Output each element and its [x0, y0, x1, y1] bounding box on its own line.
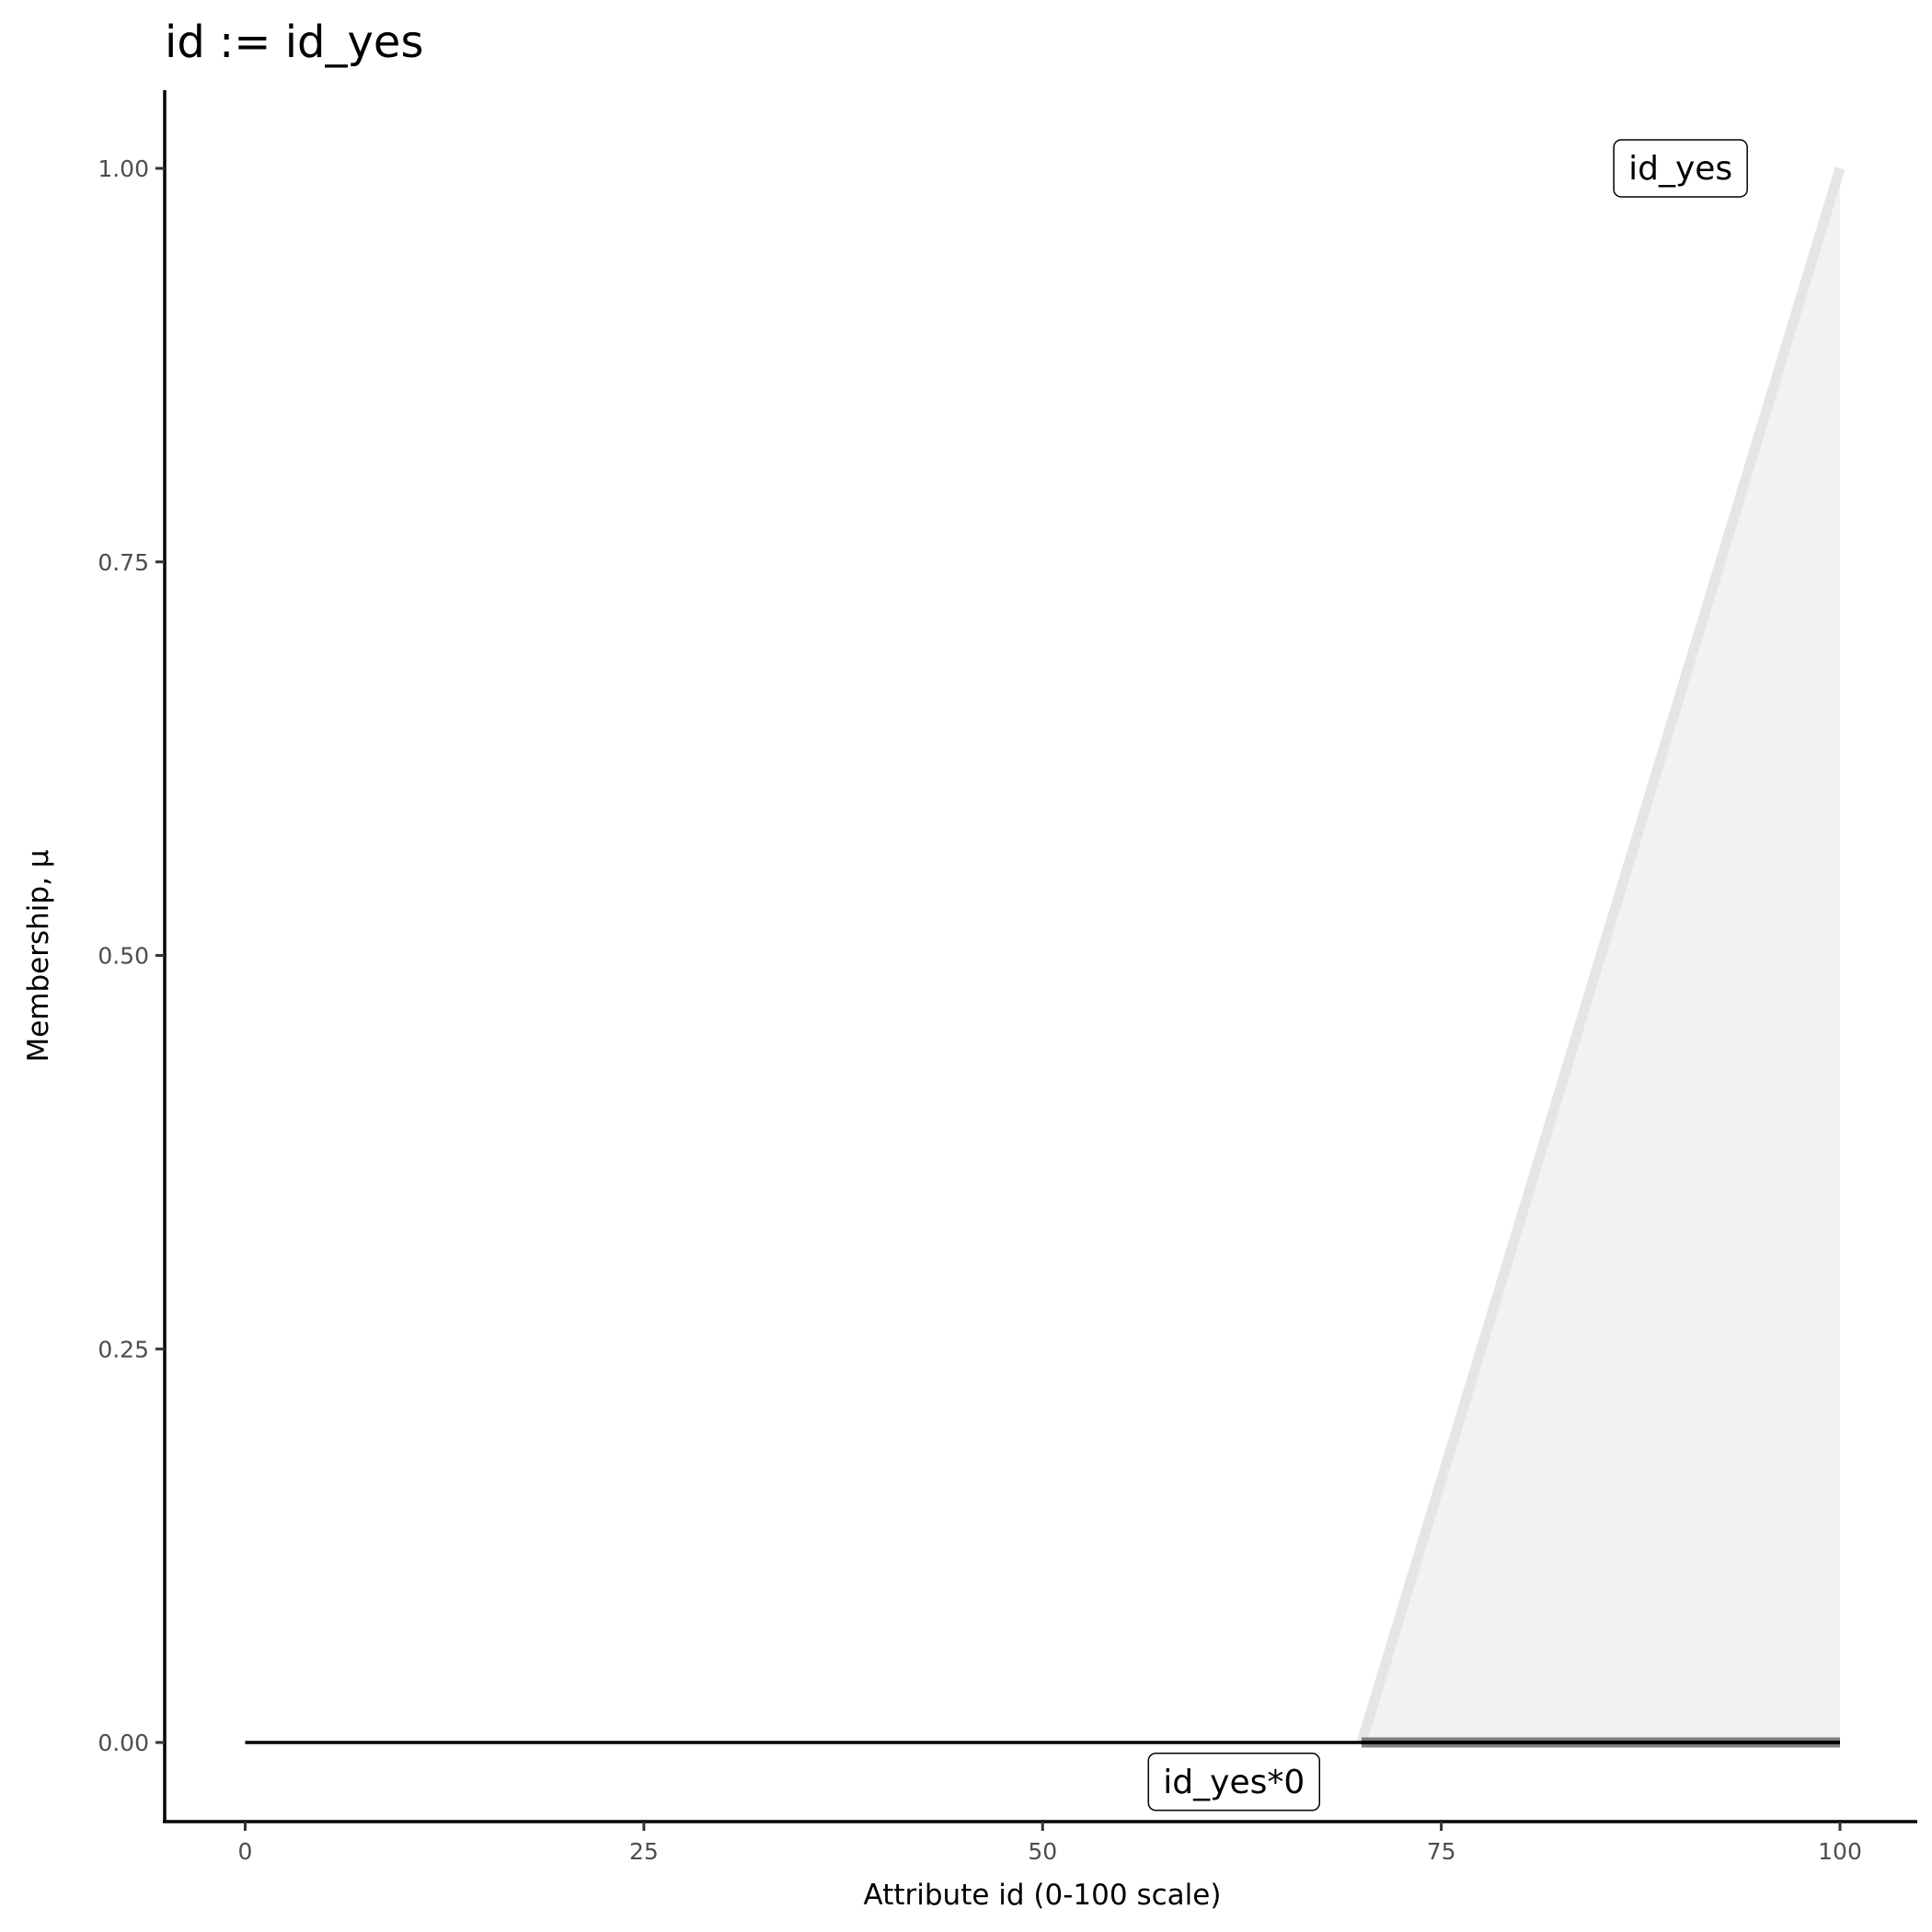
- annotation-box: [1613, 139, 1748, 198]
- annotation-label: id_yes*0: [1147, 1753, 1321, 1811]
- y-axis-title: Membership, μ: [22, 849, 55, 1062]
- y-tick-label: 0.25: [98, 1336, 149, 1363]
- annotation-label: id_yes: [1613, 139, 1748, 198]
- x-tick-label: 50: [1028, 1838, 1057, 1865]
- y-tick-label: 0.50: [98, 943, 149, 970]
- x-axis-title: Attribute id (0-100 scale): [864, 1879, 1222, 1912]
- annotation-text: id_yes: [1628, 150, 1732, 188]
- series-id_yes-line: [1356, 167, 1846, 1744]
- annotation-box: [1147, 1753, 1321, 1811]
- y-tick-label: 0.00: [98, 1730, 149, 1756]
- y-tick-label: 1.00: [98, 155, 149, 182]
- chart-title: id := id_yes: [165, 17, 423, 68]
- x-tick-label: 0: [238, 1838, 253, 1865]
- annotation-text: id_yes*0: [1163, 1764, 1305, 1801]
- x-tick-label: 100: [1818, 1838, 1862, 1865]
- x-tick-label: 25: [629, 1838, 659, 1865]
- x-tick-label: 75: [1427, 1838, 1456, 1865]
- y-tick-label: 0.75: [98, 549, 149, 576]
